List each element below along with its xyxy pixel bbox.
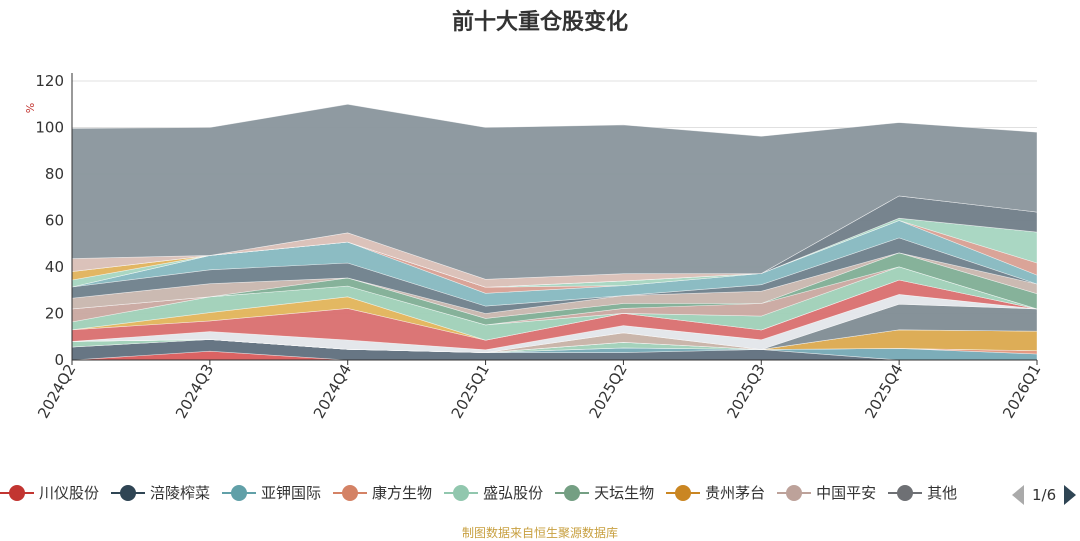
legend-label: 中国平安 xyxy=(816,484,877,502)
legend-marker-icon xyxy=(222,483,257,503)
legend-marker-icon xyxy=(111,483,146,503)
legend-item[interactable]: 川仪股份 xyxy=(0,482,99,503)
legend-item[interactable]: 其他 xyxy=(888,482,957,503)
legend-label: 贵州茅台 xyxy=(705,484,766,502)
legend-label: 康方生物 xyxy=(372,484,433,502)
y-tick-label: 80 xyxy=(45,165,64,183)
chart-title: 前十大重仓股变化 xyxy=(451,10,628,35)
legend-marker-icon xyxy=(0,483,34,503)
x-tick-label: 2025Q3 xyxy=(723,361,768,422)
legend-pager: 1/6 xyxy=(1012,484,1077,506)
legend-item[interactable]: 中国平安 xyxy=(777,482,876,503)
legend-next-page-icon[interactable] xyxy=(1064,485,1077,505)
legend: 川仪股份 涪陵榨菜 亚钾国际 康方生物 盛弘股份 天坛生物 贵州茅台 中国平安 其他 xyxy=(0,482,1010,508)
x-tick-label: 2024Q3 xyxy=(172,361,217,422)
legend-item[interactable]: 贵州茅台 xyxy=(666,482,765,503)
legend-item[interactable]: 康方生物 xyxy=(333,482,432,503)
legend-marker-icon xyxy=(666,483,701,503)
y-tick-label: 60 xyxy=(45,212,64,230)
legend-label: 其他 xyxy=(927,484,958,502)
y-tick-label: 120 xyxy=(35,72,64,90)
legend-item[interactable]: 天坛生物 xyxy=(555,482,654,503)
x-tick-label: 2025Q4 xyxy=(861,361,906,422)
legend-marker-icon xyxy=(444,483,479,503)
legend-marker-icon xyxy=(333,483,368,503)
legend-label: 川仪股份 xyxy=(39,484,100,502)
area-系列24 xyxy=(71,103,1038,280)
x-tick-label: 2026Q1 xyxy=(999,361,1044,422)
legend-label: 盛弘股份 xyxy=(483,484,544,502)
area-series xyxy=(71,103,1038,361)
legend-label: 天坛生物 xyxy=(594,484,655,502)
legend-item[interactable]: 亚钾国际 xyxy=(222,482,321,503)
x-tick-label: 2024Q4 xyxy=(310,361,355,422)
legend-label: 涪陵榨菜 xyxy=(150,484,211,502)
legend-item[interactable]: 涪陵榨菜 xyxy=(111,482,210,503)
y-axis-label: % xyxy=(24,103,37,113)
y-tick-label: 0 xyxy=(54,351,64,369)
x-tick-label: 2025Q2 xyxy=(586,361,631,422)
y-tick-label: 20 xyxy=(45,305,64,323)
legend-marker-icon xyxy=(888,483,923,503)
legend-marker-icon xyxy=(555,483,590,503)
y-tick-label: 100 xyxy=(35,119,64,137)
x-tick-label: 2025Q1 xyxy=(448,361,493,422)
legend-page-indicator: 1/6 xyxy=(1032,486,1057,504)
legend-prev-page-icon[interactable] xyxy=(1012,485,1024,505)
legend-label: 亚钾国际 xyxy=(261,484,322,502)
y-tick-label: 40 xyxy=(45,258,64,276)
legend-marker-icon xyxy=(777,483,812,503)
legend-item[interactable]: 盛弘股份 xyxy=(444,482,543,503)
data-source-note: 制图数据来自恒生聚源数据库 xyxy=(461,526,618,540)
x-tick-label: 2024Q2 xyxy=(34,361,79,422)
